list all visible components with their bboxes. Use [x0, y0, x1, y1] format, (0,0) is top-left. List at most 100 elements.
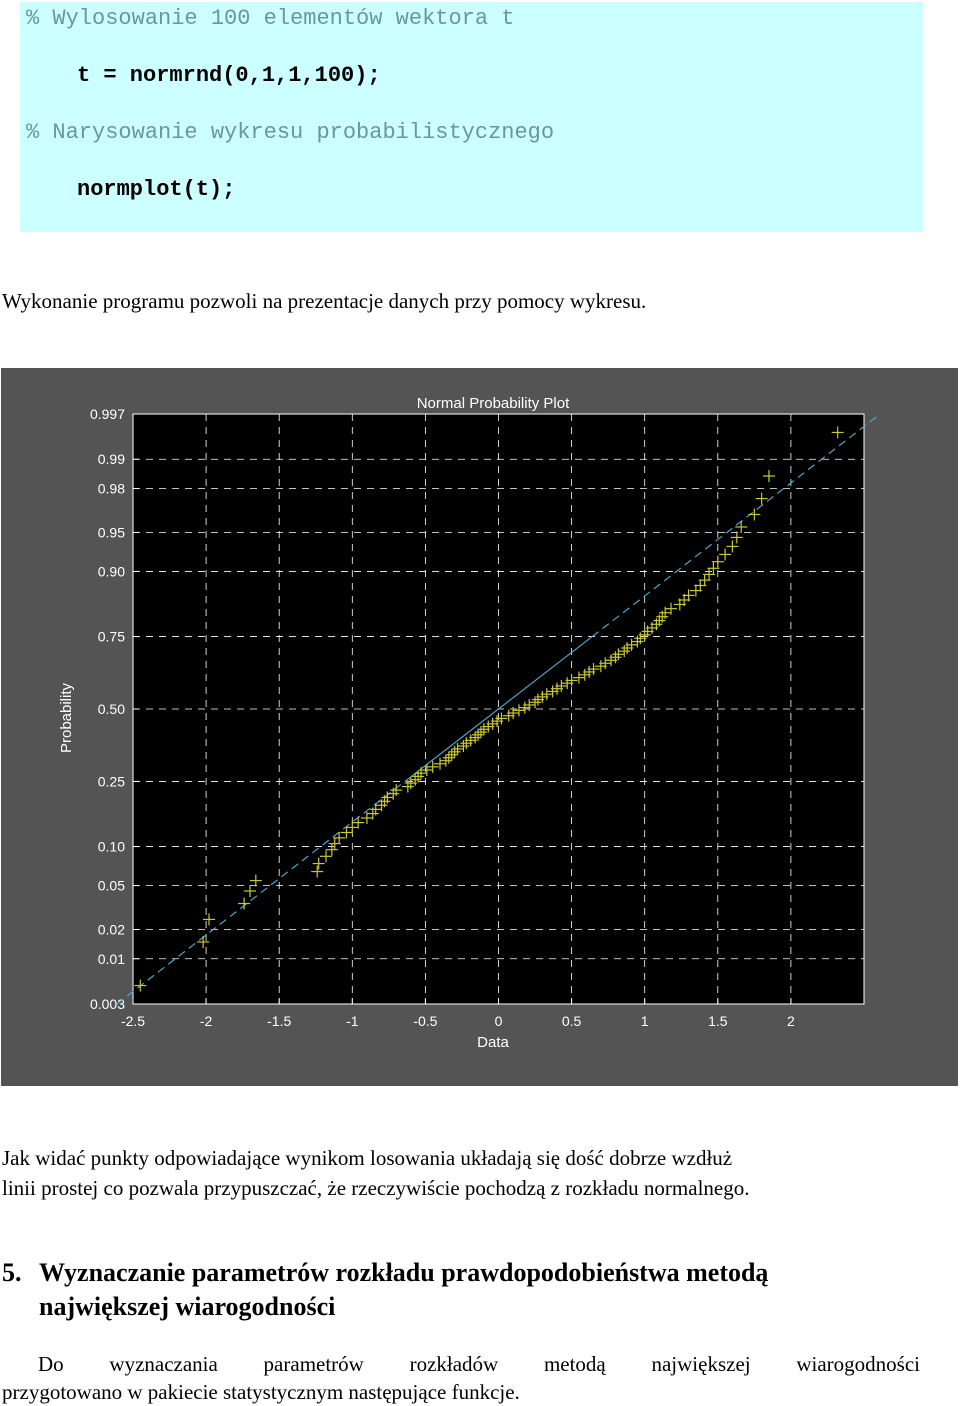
data-point: [474, 726, 487, 739]
data-point: [707, 562, 720, 575]
data-point: [719, 548, 732, 561]
y-tick-label: 0.99: [98, 451, 125, 467]
data-point: [415, 767, 428, 780]
reference-line-extension-high: [591, 413, 881, 638]
data-point: [748, 508, 761, 521]
data-point: [587, 663, 600, 676]
probability-plot: -2.5 -2 -1.5 -1 -0.5 0 0.5 1 1.5 2 0.997 0.99 0.98 0.…: [58, 395, 881, 1051]
data-point: [565, 674, 578, 687]
code-line-normplot: normplot(t);: [77, 177, 236, 202]
data-point: [512, 704, 525, 717]
y-tick-label: 0.01: [98, 951, 125, 967]
data-point: [711, 555, 724, 568]
data-point: [507, 707, 520, 720]
data-point: [325, 843, 338, 856]
x-tick-label: -0.5: [413, 1013, 437, 1029]
data-point: [730, 531, 743, 544]
data-point: [665, 602, 678, 615]
data-point: [439, 754, 452, 767]
y-tick-label: 0.50: [98, 701, 125, 717]
data-point: [312, 857, 325, 870]
data-point: [472, 728, 485, 741]
data-point: [618, 645, 631, 658]
x-tick-label: 0: [495, 1013, 503, 1029]
data-point: [346, 821, 359, 834]
y-tick-label: 0.25: [98, 773, 125, 789]
intro-paragraph: Wykonanie programu pozwoli na prezentacj…: [2, 289, 647, 313]
data-point: [426, 760, 439, 773]
data-point: [735, 520, 748, 533]
data-point: [390, 784, 403, 797]
data-point: [495, 712, 508, 725]
data-point: [631, 635, 644, 648]
data-point: [726, 540, 739, 553]
section-heading: 5. Wyznaczanie parametrów rozkładu prawdo…: [2, 1256, 768, 1324]
conclusion-line-1: Jak widać punkty odpowiadające wynikom l…: [2, 1146, 733, 1170]
data-point: [540, 688, 553, 701]
data-point: [134, 979, 147, 992]
data-point: [555, 679, 568, 692]
data-point: [831, 426, 844, 439]
data-point: [599, 657, 612, 670]
data-point: [682, 589, 695, 602]
data-point: [409, 773, 422, 786]
y-tick-label: 0.95: [98, 524, 125, 540]
normal-probability-figure: -2.5 -2 -1.5 -1 -0.5 0 0.5 1 1.5 2 0.997 0.99 0.98 0.…: [1, 368, 958, 1086]
data-point: [469, 731, 482, 744]
reference-line-extension-low: [116, 780, 406, 1005]
y-tick-label: 0.05: [98, 878, 125, 894]
section-title-line-1: Wyznaczanie parametrów rozkładu prawdopo…: [39, 1258, 769, 1287]
y-tick-label: 0.997: [90, 406, 125, 422]
data-point: [612, 648, 625, 661]
data-point: [197, 935, 210, 948]
section-number: 5.: [2, 1258, 22, 1287]
data-point: [238, 897, 251, 910]
x-tick-label: 0.5: [562, 1013, 582, 1029]
data-point: [333, 831, 346, 844]
x-tick-label: -1: [346, 1013, 359, 1029]
axis-ticks: -2.5 -2 -1.5 -1 -0.5 0 0.5 1 1.5 2 0.997 0.99 0.98 0.…: [90, 406, 795, 1029]
data-point: [529, 696, 542, 709]
data-point: [609, 651, 622, 664]
x-tick-label: 2: [787, 1013, 795, 1029]
data-point: [412, 770, 425, 783]
data-point: [448, 745, 461, 758]
data-point: [703, 568, 716, 581]
chart-title: Normal Probability Plot: [417, 395, 570, 412]
x-tick-label: 1: [641, 1013, 649, 1029]
data-point: [445, 748, 458, 761]
data-point: [451, 742, 464, 755]
code-line-normrnd: t = normrnd(0,1,1,100);: [77, 63, 381, 88]
data-point: [434, 757, 447, 770]
data-point: [203, 913, 216, 926]
x-tick-label: -1.5: [267, 1013, 291, 1029]
x-tick-label: -2.5: [121, 1013, 145, 1029]
data-point: [523, 698, 536, 711]
data-point: [243, 885, 256, 898]
data-point: [420, 763, 433, 776]
data-point: [442, 751, 455, 764]
data-points: [134, 426, 844, 992]
y-tick-label: 0.90: [98, 563, 125, 579]
y-tick-label: 0.10: [98, 839, 125, 855]
data-point: [762, 470, 775, 483]
code-comment-sampling: % Wylosowanie 100 elementów wektora t: [26, 6, 515, 31]
data-point: [340, 826, 353, 839]
x-axis-label: Data: [477, 1034, 509, 1051]
y-tick-label: 0.98: [98, 481, 125, 497]
data-point: [755, 492, 768, 505]
x-tick-label: -2: [200, 1013, 213, 1029]
data-point: [625, 638, 638, 651]
code-comment-plot: % Narysowanie wykresu probabilistycznego: [26, 120, 555, 145]
final-paragraph-line-2: przygotowano w pakiecie statystycznym na…: [2, 1380, 520, 1404]
y-tick-label: 0.003: [90, 996, 125, 1012]
conclusion-line-2: linii prostej co pozwala przypuszczać, ż…: [2, 1176, 750, 1200]
data-point: [352, 816, 365, 829]
x-tick-label: 1.5: [708, 1013, 728, 1029]
section-title-line-2: największej wiarogodności: [39, 1292, 336, 1321]
y-tick-label: 0.75: [98, 629, 125, 645]
data-point: [311, 865, 324, 878]
final-paragraph-line-1: Do wyznaczania parametrów rozkładów meto…: [38, 1352, 920, 1376]
reference-line: [404, 636, 593, 782]
data-point: [457, 740, 470, 753]
